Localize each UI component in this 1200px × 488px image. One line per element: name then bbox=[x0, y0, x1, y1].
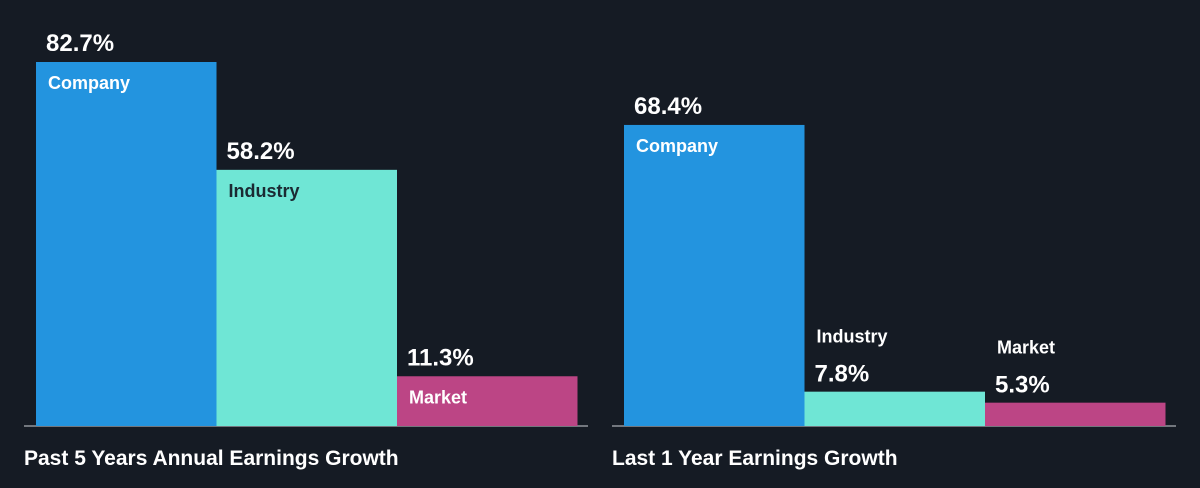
chart-last-1-year: Last 1 Year Earnings Growth 68.4% Company… bbox=[612, 93, 1176, 470]
value-label-market: 5.3% bbox=[995, 372, 1050, 399]
category-label-market: Market bbox=[409, 387, 467, 407]
bar-market bbox=[397, 376, 578, 426]
value-label-company: 68.4% bbox=[634, 93, 702, 120]
chart-title: Last 1 Year Earnings Growth bbox=[612, 447, 898, 470]
chart-past-5-years: Past 5 Years Annual Earnings Growth 82.7… bbox=[24, 30, 588, 470]
value-label-industry: 58.2% bbox=[227, 138, 295, 165]
category-label-market: Market bbox=[997, 338, 1055, 358]
bar-industry bbox=[216, 169, 397, 426]
bar-company bbox=[36, 62, 217, 426]
value-label-industry: 7.8% bbox=[815, 361, 870, 388]
value-label-company: 82.7% bbox=[46, 30, 114, 57]
category-label-industry: Industry bbox=[817, 327, 888, 347]
bar-market bbox=[985, 402, 1166, 426]
category-label-industry: Industry bbox=[229, 181, 300, 201]
category-label-company: Company bbox=[48, 73, 130, 93]
bar-industry bbox=[804, 391, 985, 426]
bar-company bbox=[624, 124, 805, 427]
value-label-market: 11.3% bbox=[407, 344, 474, 371]
category-label-company: Company bbox=[636, 136, 718, 156]
chart-title: Past 5 Years Annual Earnings Growth bbox=[24, 447, 399, 470]
